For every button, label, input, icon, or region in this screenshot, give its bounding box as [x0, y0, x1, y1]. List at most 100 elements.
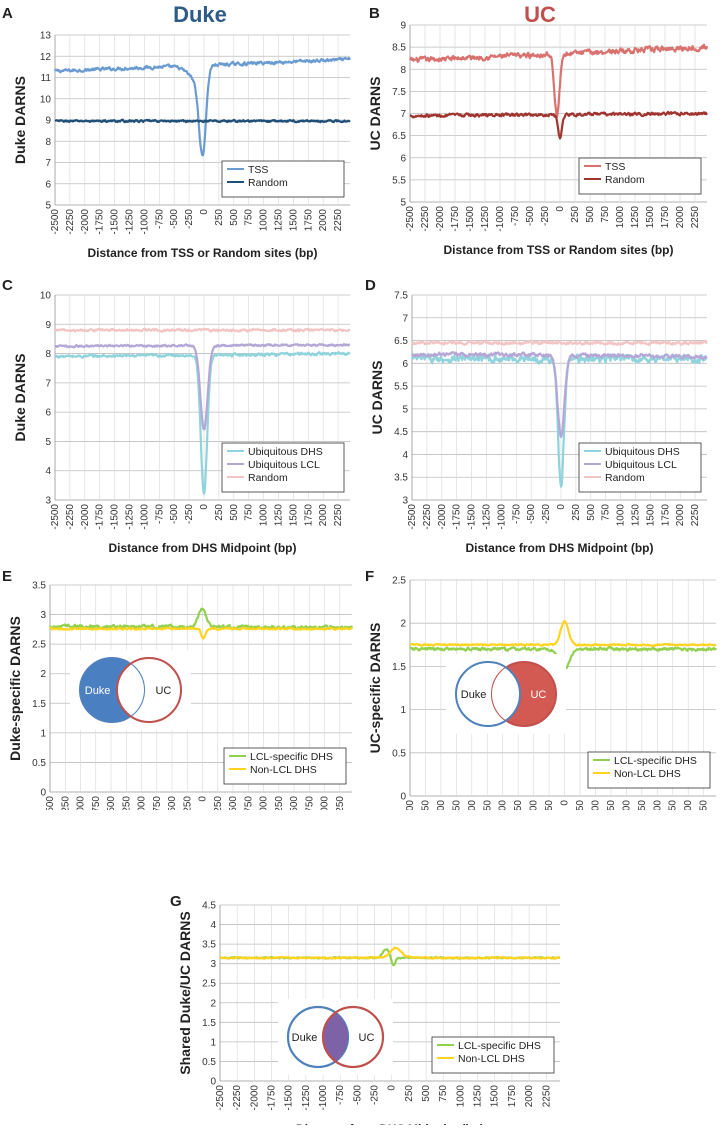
- y-tick-label: 4.5: [394, 427, 408, 438]
- y-tick-label: 1: [400, 705, 406, 716]
- panel-label-C: C: [2, 277, 13, 294]
- x-tick-label: 750: [600, 206, 611, 223]
- panel-label-B: B: [369, 5, 380, 22]
- y-axis-label: UC-specific DARNS: [367, 623, 383, 754]
- venn-diagram: Duke UC: [70, 650, 191, 730]
- x-tick-label: -2250: [65, 209, 76, 235]
- x-tick-label: -2500: [50, 504, 61, 530]
- legend-box: [587, 751, 711, 789]
- x-tick-label: 0: [560, 800, 571, 806]
- x-tick-label: 0: [199, 504, 210, 510]
- x-tick-label: 1750: [303, 504, 314, 527]
- y-tick-label: 13: [40, 31, 52, 42]
- series-line-non-lcl-dhs: [49, 626, 353, 640]
- y-tick-label: 5: [400, 198, 406, 209]
- y-tick-label: 7.5: [392, 87, 406, 98]
- chart-title-A: Duke: [173, 2, 227, 27]
- y-tick-label: 2.5: [32, 640, 46, 651]
- legend-entry: Ubiquitous LCL: [248, 459, 320, 471]
- x-tick-label: -1500: [106, 796, 117, 810]
- x-tick-label: -2250: [60, 796, 71, 810]
- x-tick-label: -2500: [50, 209, 61, 235]
- x-tick-label: 250: [575, 800, 586, 810]
- y-tick-label: 2: [40, 669, 46, 680]
- y-tick-label: 8: [45, 137, 51, 148]
- x-tick-label: -2000: [249, 1085, 260, 1111]
- x-tick-label: 2000: [683, 800, 694, 810]
- x-tick-label: -1250: [482, 800, 493, 810]
- x-tick-label: -2500: [215, 1085, 226, 1111]
- x-tick-label: -2000: [436, 800, 447, 810]
- x-tick-label: -2250: [420, 800, 431, 810]
- y-axis-label: Duke DARNS: [12, 76, 28, 164]
- series-line-ubiquitous-dhs: [54, 351, 351, 495]
- x-tick-label: 1500: [645, 504, 656, 527]
- x-tick-label: 1250: [630, 206, 641, 229]
- x-tick-label: -1500: [284, 1085, 295, 1111]
- x-tick-label: 2000: [320, 796, 331, 810]
- x-tick-label: 750: [438, 1085, 449, 1102]
- panel-label-A: A: [2, 5, 13, 22]
- legend-entry: Random: [605, 472, 645, 484]
- y-tick-label: 8.5: [392, 43, 406, 54]
- y-tick-label: 12: [40, 52, 52, 63]
- x-tick-label: -1000: [318, 1085, 329, 1111]
- x-tick-label: 2250: [335, 796, 346, 810]
- x-tick-label: -750: [510, 206, 521, 226]
- x-axis-label: Distance from DHS Midpoint (bp): [466, 541, 654, 555]
- x-tick-label: -750: [511, 504, 522, 524]
- y-tick-label: 11: [41, 73, 52, 84]
- venn-label-left: Duke: [85, 685, 111, 697]
- legend-entry: Random: [248, 472, 288, 484]
- x-tick-label: 1750: [304, 796, 315, 810]
- x-tick-label: -1500: [110, 504, 121, 530]
- y-tick-label: 6: [400, 153, 406, 164]
- x-tick-label: -250: [182, 796, 193, 810]
- chart-panel-G: G00.511.522.533.544.5-2500 -2250 -2000 -175…: [170, 893, 561, 1125]
- x-tick-label: -1750: [450, 206, 461, 232]
- legend-entry: TSS: [605, 161, 625, 173]
- x-tick-label: 1250: [473, 1085, 484, 1108]
- y-tick-label: 0.5: [392, 748, 406, 759]
- x-tick-label: 2000: [524, 1085, 535, 1108]
- x-tick-label: -2000: [437, 504, 448, 530]
- venn-overlap: [323, 1007, 348, 1067]
- series-line-random: [54, 327, 351, 333]
- y-tick-label: 2: [400, 619, 406, 630]
- y-tick-label: 10: [40, 94, 52, 105]
- chart-panel-F: F00.511.522.5-2500-2250-2000-1750-1500-1…: [365, 568, 717, 810]
- x-tick-label: -1000: [496, 504, 507, 530]
- y-tick-label: 5.5: [394, 382, 408, 393]
- x-tick-label: 1750: [668, 800, 679, 810]
- x-tick-label: -1000: [139, 209, 150, 235]
- x-tick-label: 500: [229, 504, 240, 521]
- y-tick-label: 7: [45, 158, 51, 169]
- x-tick-label: 1500: [288, 209, 299, 232]
- x-tick-label: 2000: [675, 504, 686, 527]
- x-tick-label: -750: [513, 800, 524, 810]
- x-tick-label: 1500: [490, 1085, 501, 1108]
- x-axis-label: Distance from DHS Midpoint (bp): [109, 541, 297, 555]
- y-tick-label: 3.5: [202, 940, 216, 951]
- x-tick-label: -500: [529, 800, 540, 810]
- chart-panel-E: E00.511.522.533.5-2500 -2250 -2000 -1750 -15…: [2, 568, 353, 810]
- x-tick-label: 1250: [273, 504, 284, 527]
- y-tick-label: 3: [402, 496, 408, 507]
- x-tick-label: 2000: [318, 504, 329, 527]
- x-tick-label: 500: [229, 209, 240, 226]
- x-tick-label: 1500: [288, 504, 299, 527]
- y-tick-label: 8: [400, 65, 406, 76]
- x-tick-label: -2500: [405, 206, 416, 232]
- y-axis-label: UC DARNS: [369, 361, 385, 435]
- x-tick-label: -1250: [124, 209, 135, 235]
- x-tick-label: -1000: [137, 796, 148, 810]
- legend-entry: Ubiquitous DHS: [605, 446, 680, 458]
- legend-box: [221, 160, 345, 198]
- x-tick-label: 750: [606, 800, 617, 810]
- y-tick-label: 6: [402, 359, 408, 370]
- y-tick-label: 0.5: [32, 758, 46, 769]
- x-tick-label: -1250: [480, 206, 491, 232]
- venn-diagram: Duke UC: [278, 999, 393, 1075]
